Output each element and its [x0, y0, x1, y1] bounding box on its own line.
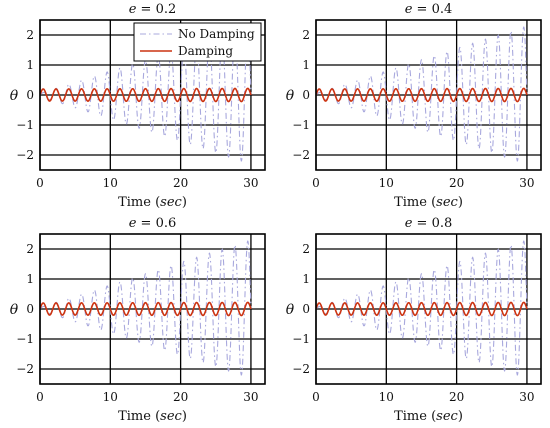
x-tick-label: 20: [173, 176, 188, 190]
x-tick-label: 20: [173, 390, 188, 404]
y-tick-label: 2: [302, 28, 310, 42]
title-value: = 0.6: [136, 216, 176, 231]
y-tick-label: −1: [292, 118, 310, 132]
x-axis-label: Time (sec): [394, 195, 463, 210]
series-line-no-damping: [40, 240, 252, 377]
x-tick-label: 10: [103, 176, 118, 190]
x-tick-label: 20: [449, 176, 464, 190]
x-axis-unit: sec: [160, 195, 182, 210]
series-line-damping: [316, 87, 528, 103]
x-tick-label: 10: [379, 390, 394, 404]
subplot-title: e = 0.8: [405, 216, 453, 231]
series-line-no-damping: [316, 26, 528, 163]
legend: No Damping Damping: [133, 22, 262, 62]
y-tick-label: −2: [16, 362, 34, 376]
y-tick-label: 1: [26, 272, 34, 286]
x-axis-label: Time (sec): [394, 409, 463, 424]
x-axis-label-text: Time (: [394, 195, 436, 210]
x-axis-label-close: ): [458, 409, 463, 424]
x-tick-label: 10: [103, 390, 118, 404]
x-tick-label: 0: [312, 176, 320, 190]
x-tick-label: 0: [36, 176, 44, 190]
legend-label: No Damping: [178, 27, 255, 41]
x-axis-unit: sec: [160, 409, 182, 424]
x-axis-label-close: ): [458, 195, 463, 210]
y-tick-label: −1: [16, 118, 34, 132]
y-tick-label: 2: [26, 28, 34, 42]
y-tick-label: 0: [26, 302, 34, 316]
x-axis-label-close: ): [182, 409, 187, 424]
x-axis-label-text: Time (: [118, 409, 160, 424]
legend-box: [133, 22, 262, 62]
y-tick-label: −2: [16, 148, 34, 162]
y-tick-label: −1: [292, 332, 310, 346]
title-variable: e: [405, 216, 413, 231]
legend-label: Damping: [178, 44, 233, 58]
x-axis-label-text: Time (: [118, 195, 160, 210]
series-line-damping: [316, 301, 528, 317]
x-axis-label-text: Time (: [394, 409, 436, 424]
x-tick-label: 0: [312, 390, 320, 404]
title-variable: e: [405, 2, 413, 17]
x-axis-label-close: ): [182, 195, 187, 210]
series-line-damping: [40, 87, 252, 103]
x-tick-label: 20: [449, 390, 464, 404]
y-tick-label: −1: [16, 332, 34, 346]
subplot-title: e = 0.2: [129, 2, 177, 17]
title-variable: e: [129, 216, 137, 231]
series-line-damping: [40, 301, 252, 317]
x-tick-label: 10: [379, 176, 394, 190]
title-variable: e: [129, 2, 137, 17]
x-axis-unit: sec: [436, 409, 458, 424]
subplot-title: e = 0.6: [129, 216, 177, 231]
y-axis-label: θ: [10, 302, 19, 318]
y-tick-label: 1: [302, 58, 310, 72]
x-axis-label: Time (sec): [118, 195, 187, 210]
y-axis-label: θ: [286, 88, 295, 104]
series-line-no-damping: [316, 240, 528, 377]
y-axis-label: θ: [10, 88, 19, 104]
y-tick-label: −2: [292, 362, 310, 376]
axes-frame: [315, 233, 542, 385]
x-axis-label: Time (sec): [118, 409, 187, 424]
y-axis-label: θ: [286, 302, 295, 318]
y-tick-label: 1: [26, 58, 34, 72]
title-value: = 0.2: [136, 2, 176, 17]
axes-frame: [315, 19, 542, 171]
axes-frame: [39, 233, 266, 385]
x-tick-label: 30: [243, 176, 258, 190]
axes-frame: [39, 19, 266, 171]
x-tick-label: 30: [243, 390, 258, 404]
subplot-title: e = 0.4: [405, 2, 453, 17]
y-tick-label: 0: [26, 88, 34, 102]
x-tick-label: 30: [519, 176, 534, 190]
title-value: = 0.8: [412, 216, 452, 231]
x-tick-label: 0: [36, 390, 44, 404]
y-tick-label: 2: [26, 242, 34, 256]
x-tick-label: 30: [519, 390, 534, 404]
y-tick-label: −2: [292, 148, 310, 162]
y-tick-label: 0: [302, 302, 310, 316]
title-value: = 0.4: [412, 2, 452, 17]
y-tick-label: 1: [302, 272, 310, 286]
x-axis-unit: sec: [436, 195, 458, 210]
y-tick-label: 0: [302, 88, 310, 102]
y-tick-label: 2: [302, 242, 310, 256]
